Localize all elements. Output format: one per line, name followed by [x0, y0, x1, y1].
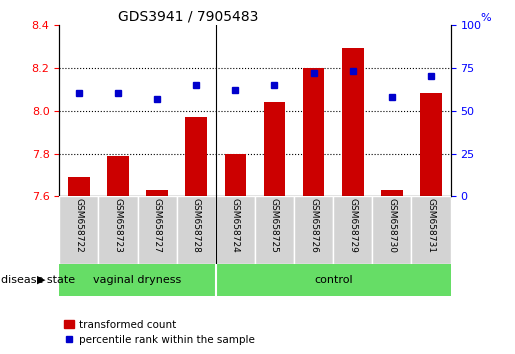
Bar — [98, 196, 138, 264]
Text: GSM658723: GSM658723 — [113, 199, 123, 253]
Text: vaginal dryness: vaginal dryness — [93, 275, 182, 285]
Text: ▶: ▶ — [37, 275, 45, 285]
Text: %: % — [480, 13, 491, 23]
Bar — [381, 190, 403, 196]
Bar — [264, 102, 285, 196]
Bar — [225, 154, 246, 196]
Bar — [333, 196, 372, 264]
Bar — [59, 264, 216, 296]
Text: control: control — [314, 275, 352, 285]
Text: disease state: disease state — [1, 275, 75, 285]
Bar — [420, 93, 442, 196]
Text: GSM658725: GSM658725 — [270, 199, 279, 253]
Text: GSM658731: GSM658731 — [426, 199, 436, 253]
Bar — [138, 196, 177, 264]
Legend: transformed count, percentile rank within the sample: transformed count, percentile rank withi… — [64, 320, 255, 345]
Bar — [59, 196, 98, 264]
Text: GSM658730: GSM658730 — [387, 199, 397, 253]
Bar — [107, 156, 129, 196]
Bar — [177, 196, 216, 264]
Bar — [68, 177, 90, 196]
Text: GSM658724: GSM658724 — [231, 199, 240, 253]
Bar — [185, 117, 207, 196]
Bar — [303, 68, 324, 196]
Bar — [342, 48, 364, 196]
Bar — [216, 196, 255, 264]
Text: GSM658726: GSM658726 — [309, 199, 318, 253]
Bar — [146, 190, 168, 196]
Bar — [294, 196, 333, 264]
Text: GSM658727: GSM658727 — [152, 199, 162, 253]
Bar — [411, 196, 451, 264]
Text: GDS3941 / 7905483: GDS3941 / 7905483 — [118, 10, 259, 24]
Text: GSM658729: GSM658729 — [348, 199, 357, 253]
Bar — [216, 264, 451, 296]
Bar — [255, 196, 294, 264]
Text: GSM658728: GSM658728 — [192, 199, 201, 253]
Text: GSM658722: GSM658722 — [74, 199, 83, 253]
Bar — [372, 196, 411, 264]
